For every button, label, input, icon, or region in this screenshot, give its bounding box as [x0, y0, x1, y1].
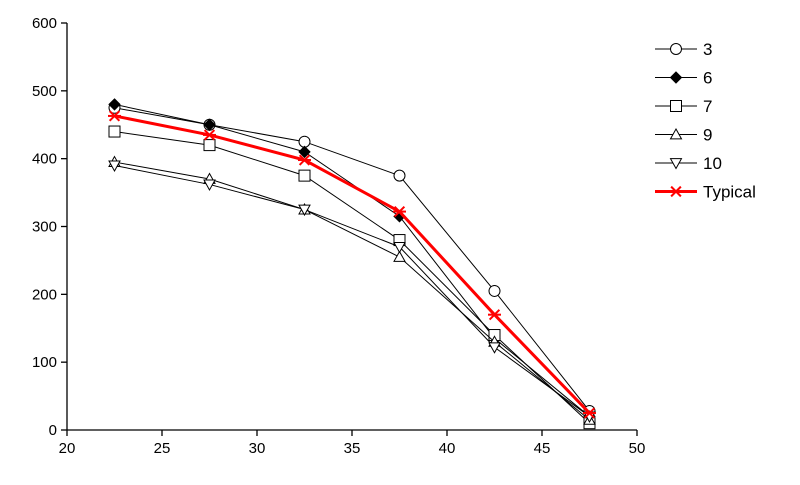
series-line-6	[114, 103, 590, 417]
x-tick-label: 40	[439, 440, 456, 457]
legend-marker-10	[669, 158, 683, 170]
data-point-6	[298, 145, 311, 159]
data-point-9	[393, 250, 406, 262]
series-line-10	[114, 164, 590, 417]
data-point-10	[108, 160, 121, 172]
y-tick-label: 0	[49, 422, 57, 439]
x-tick-label: 35	[344, 440, 361, 457]
series-line-typical	[114, 114, 591, 415]
legend-marker-3	[670, 43, 682, 55]
legend-marker-typical	[669, 185, 683, 198]
legend-item-3: 3	[655, 40, 712, 59]
legend-label-9: 9	[703, 126, 712, 145]
asterisk-stroke	[298, 154, 311, 166]
data-point-7	[203, 139, 216, 152]
y-tick-label: 100	[32, 354, 57, 371]
y-tick-label: 400	[32, 151, 57, 168]
data-point-typical	[108, 110, 121, 122]
legend-label-6: 6	[703, 69, 712, 88]
series-6	[108, 98, 596, 423]
data-point-typical	[583, 407, 596, 419]
data-point-10	[393, 241, 406, 254]
x-tick-label: 50	[629, 440, 646, 457]
asterisk-stroke	[393, 205, 406, 218]
data-point-10	[488, 342, 501, 354]
data-point-typical	[393, 205, 406, 218]
legend: 3 6 7 9 10 Typical	[655, 40, 756, 202]
asterisk-stroke	[108, 110, 121, 122]
legend-label-typical: Typical	[703, 183, 756, 202]
x-tick-label: 45	[534, 440, 551, 457]
legend-marker-6	[669, 71, 683, 84]
data-point-typical	[298, 154, 311, 166]
series-7	[108, 125, 596, 430]
y-tick-label: 500	[32, 83, 57, 100]
x-tick-label: 25	[154, 440, 171, 457]
data-point-7	[298, 169, 311, 182]
x-tick-label: 20	[59, 440, 76, 457]
series-line-9	[114, 161, 590, 421]
legend-label-10: 10	[703, 154, 722, 173]
y-tick-label: 200	[32, 286, 57, 303]
legend-item-7: 7	[655, 97, 712, 116]
series-line-7	[114, 131, 590, 424]
data-point-6	[108, 98, 121, 111]
data-point-3	[393, 169, 406, 182]
legend-item-9: 9	[655, 126, 712, 145]
data-point-10	[298, 204, 311, 217]
asterisk-stroke	[670, 185, 682, 198]
legend-label-7: 7	[703, 97, 712, 116]
series-10	[108, 160, 596, 423]
data-point-3	[488, 284, 501, 297]
series-typical	[108, 110, 596, 419]
series-3	[108, 101, 596, 418]
data-point-6	[203, 118, 216, 131]
x-tick-label: 30	[249, 440, 266, 457]
legend-item-typical: Typical	[655, 183, 756, 202]
data-point-10	[203, 179, 216, 191]
y-tick-label: 300	[32, 219, 57, 236]
data-point-3	[298, 135, 311, 148]
legend-item-6: 6	[655, 69, 712, 88]
y-tick-label: 600	[32, 15, 57, 32]
data-point-typical	[488, 309, 501, 321]
data-point-typical	[203, 129, 216, 141]
legend-marker-9	[669, 127, 683, 140]
asterisk-stroke	[488, 309, 501, 321]
series-layer	[108, 98, 596, 430]
legend-marker-7	[670, 100, 682, 112]
axes: 0 100 200 300 400 500 600 20 25 30 35 40 45 50	[32, 15, 645, 457]
asterisk-stroke	[583, 407, 596, 419]
legend-item-10: 10	[655, 154, 722, 173]
series-9	[108, 155, 596, 425]
legend-label-3: 3	[703, 40, 712, 59]
series-line-3	[114, 107, 590, 412]
asterisk-stroke	[203, 129, 216, 141]
data-point-7	[108, 125, 121, 138]
